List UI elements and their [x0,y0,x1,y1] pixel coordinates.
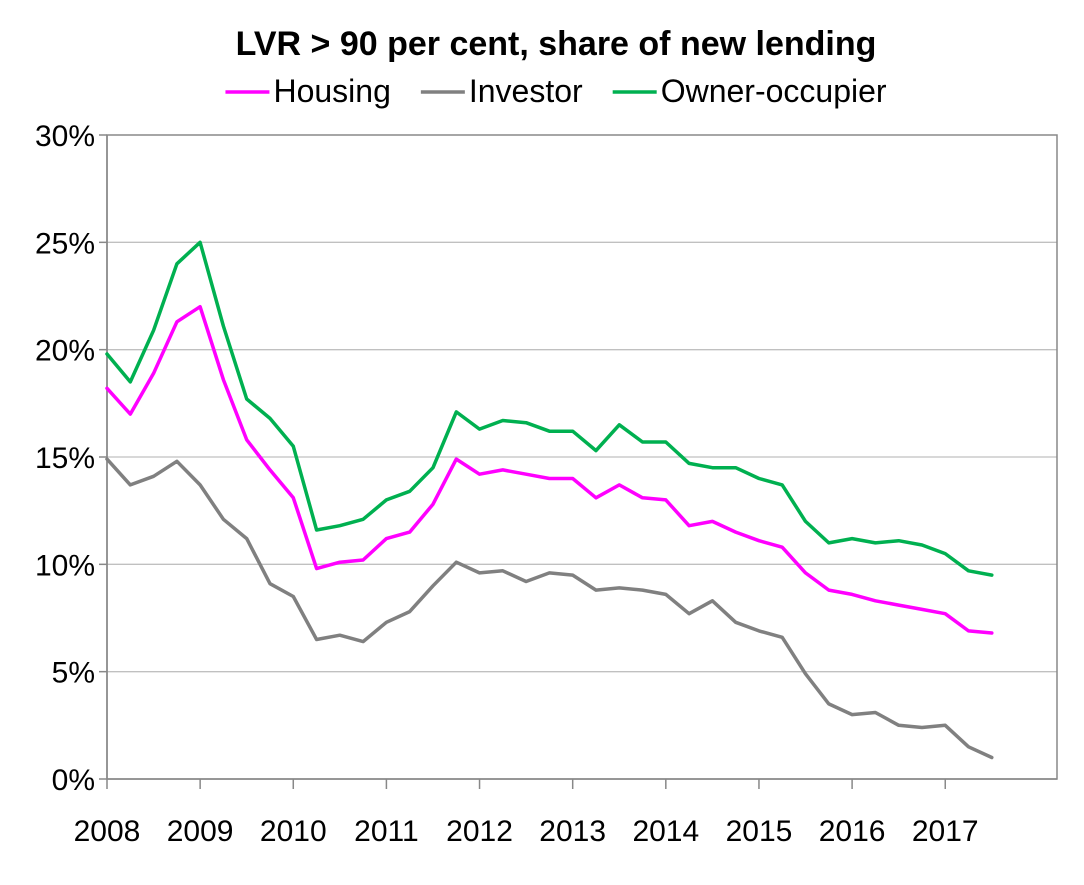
x-tick-label-2011: 2011 [354,815,419,848]
legend-label-housing: Housing [273,73,390,109]
legend: Housing Investor Owner-occupier [225,73,887,109]
x-tick-label-2013: 2013 [539,815,606,848]
series-line-investor [105,457,994,760]
y-tick-label-0: 0% [52,764,95,797]
x-tick-label-2015: 2015 [726,815,793,848]
gridlines [107,241,1057,673]
y-tick-label-25: 25% [35,227,95,260]
x-tick-label-2017: 2017 [912,815,979,848]
x-tick-label-2009: 2009 [167,815,234,848]
y-tick-label-20: 20% [35,335,95,368]
legend-label-investor: Investor [469,73,583,109]
y-tick-label-10: 10% [35,549,95,582]
x-tick-label-2010: 2010 [260,815,327,848]
x-tick-label-2012: 2012 [446,815,513,848]
series-line-owner-occupier [105,240,994,577]
chart-title: LVR > 90 per cent, share of new lending [236,25,877,63]
x-tick-label-2014: 2014 [632,815,699,848]
y-tick-label-15: 15% [35,442,95,475]
y-tick-label-5: 5% [52,657,95,690]
y-axis: 0% 5% 10% 15% 20% 25% 30% [35,120,108,797]
x-tick-label-2016: 2016 [819,815,886,848]
y-tick-label-30: 30% [35,120,95,153]
x-axis: 2008 2009 2010 2011 2012 2013 2014 2015 2016 2017 [74,778,1057,848]
series-lines [105,240,994,760]
series-line-housing [105,304,994,635]
x-tick-label-2008: 2008 [74,815,141,848]
legend-label-owner-occupier: Owner-occupier [661,73,887,109]
